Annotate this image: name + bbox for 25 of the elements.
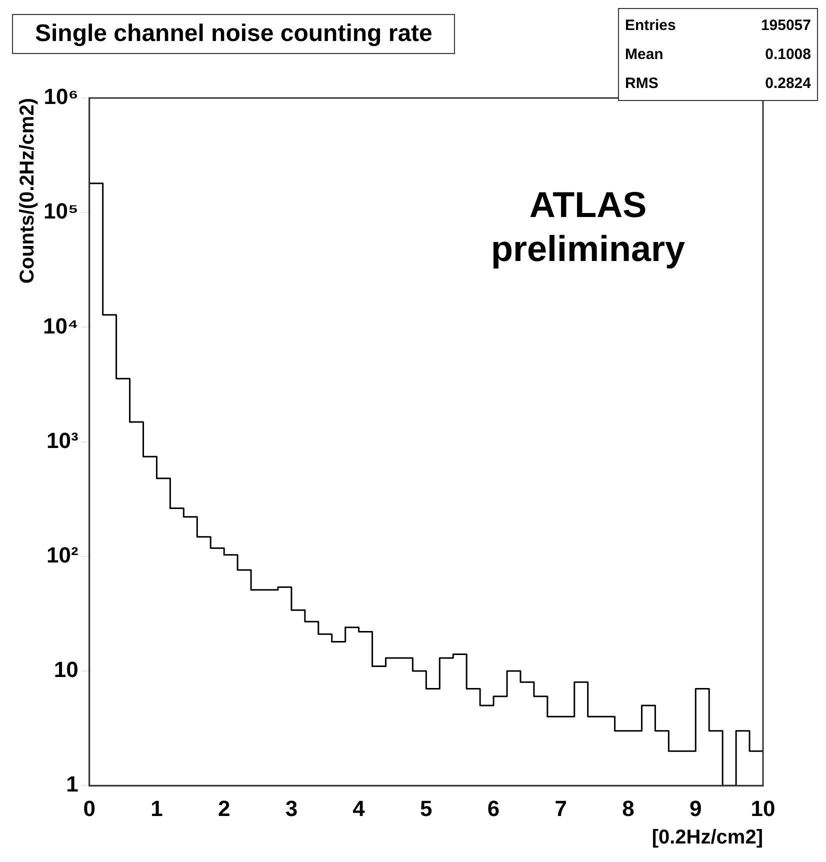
y-tick-label: 10⁵ — [44, 198, 78, 224]
y-tick-label: 10⁴ — [42, 313, 78, 338]
text: Entries 195057 — [625, 17, 811, 34]
y-tick-label: 10² — [46, 542, 78, 568]
chart-title: Single channel noise counting rate — [12, 14, 456, 54]
x-tick-label: 1 — [150, 796, 163, 821]
y-tick-label: 1 — [66, 772, 78, 797]
text: Mean 0.1008 — [625, 46, 811, 63]
annotation: ATLAS preliminary — [490, 183, 686, 271]
y-tick-label: 10³ — [46, 428, 78, 453]
x-tick-label: 9 — [690, 796, 702, 821]
x-tick-label: 3 — [285, 796, 298, 821]
y-tick-label: 10⁶ — [44, 84, 78, 110]
x-tick-label: 0 — [83, 796, 96, 821]
x-tick-label: 4 — [352, 796, 366, 821]
x-tick-label: 5 — [420, 796, 432, 821]
y-tick-label: 10 — [54, 657, 78, 682]
x-tick-label: 8 — [622, 796, 634, 821]
text: RMS 0.2824 — [625, 75, 811, 92]
x-tick-label: 2 — [218, 796, 230, 821]
x-tick-label: 7 — [554, 796, 568, 821]
x-tick-label: 10 — [750, 796, 776, 821]
x-tick-label: 6 — [487, 796, 500, 821]
x-axis-title: [0.2Hz/cm2] — [652, 826, 763, 849]
y-axis-title: Counts/(0.2Hz/cm2) — [16, 98, 39, 284]
